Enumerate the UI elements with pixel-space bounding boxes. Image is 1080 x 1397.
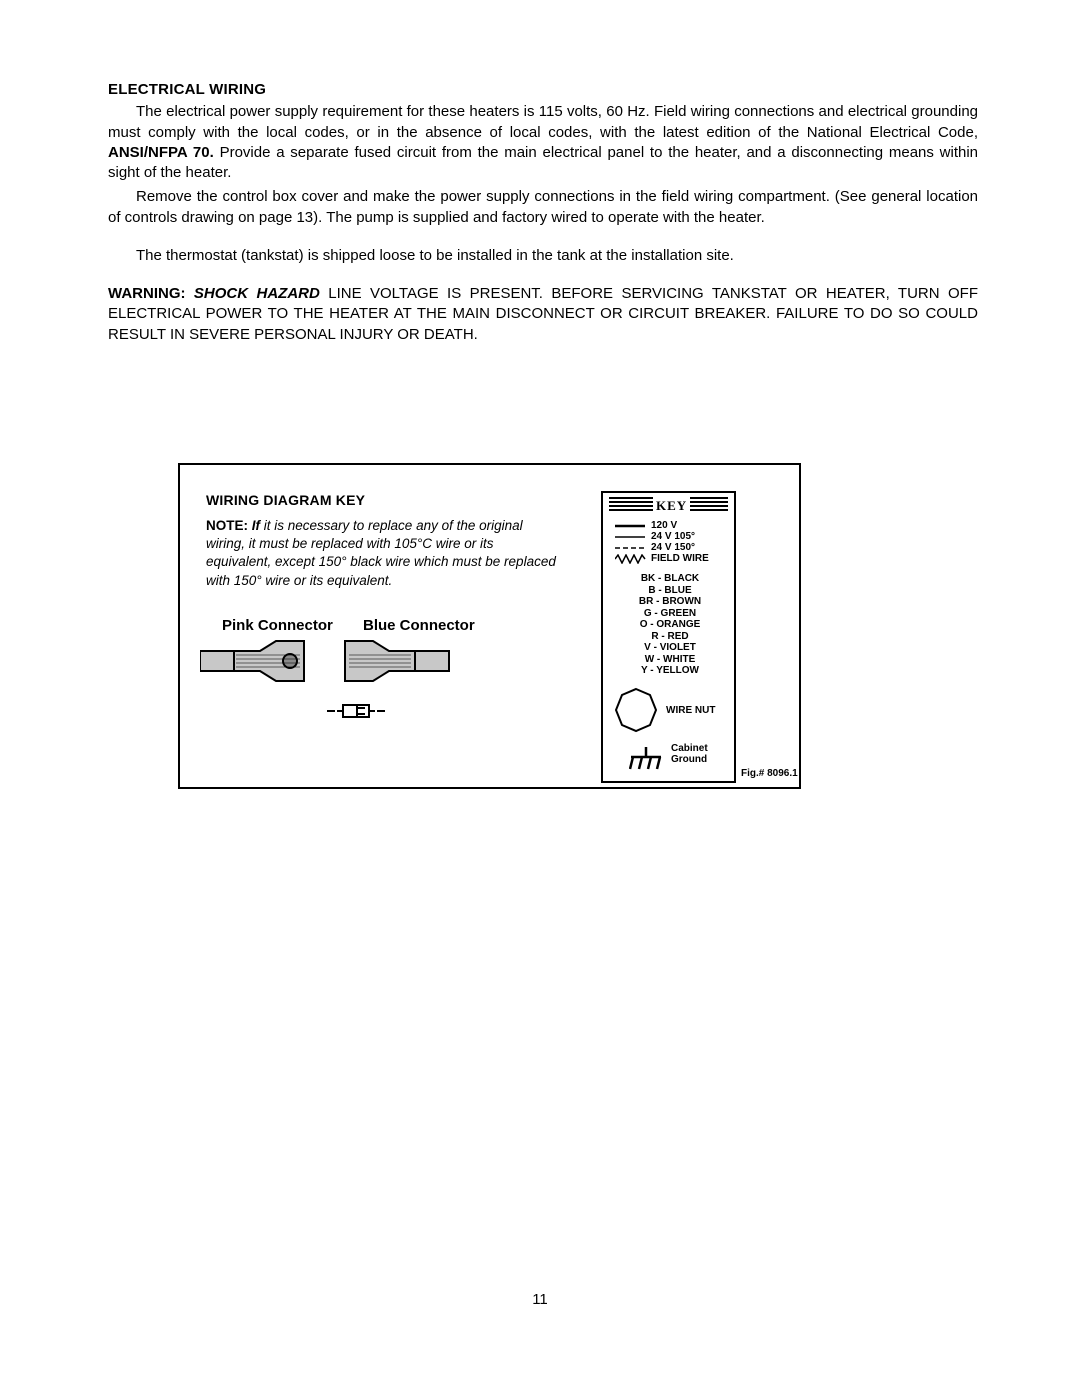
body-text: ELECTRICAL WIRING The electrical power s…: [108, 80, 978, 349]
note-if: If: [252, 518, 264, 533]
figure-number: Fig.# 8096.1: [741, 767, 798, 781]
color-o: O - ORANGE: [631, 619, 709, 631]
wire-nut-icon: [613, 687, 659, 733]
section-heading: ELECTRICAL WIRING: [108, 80, 978, 100]
key-legend-box: KEY 120 V 24 V 105° 24 V 150°: [601, 491, 736, 783]
color-v: V - VIOLET: [631, 642, 709, 654]
p1-a: The electrical power supply requirement …: [108, 103, 978, 140]
connectors-icon: [200, 637, 490, 685]
warning: WARNING: SHOCK HAZARD LINE VOLTAGE IS PR…: [108, 284, 978, 345]
page: ELECTRICAL WIRING The electrical power s…: [0, 0, 1080, 1397]
p1-code: ANSI/NFPA 70.: [108, 144, 214, 161]
diagram-title: WIRING DIAGRAM KEY: [206, 491, 365, 510]
color-r: R - RED: [631, 631, 709, 643]
wire-nut-label: WIRE NUT: [666, 704, 715, 718]
blue-connector-label: Blue Connector: [363, 616, 475, 636]
ground-label: Cabinet Ground: [671, 743, 708, 765]
color-br: BR - BROWN: [631, 596, 709, 608]
legend-24v-150: 24 V 150°: [615, 542, 709, 553]
p1-c: Provide a separate fused circuit from th…: [108, 144, 978, 181]
paragraph-1: The electrical power supply requirement …: [108, 102, 978, 183]
legend-24v-105: 24 V 105°: [615, 531, 709, 542]
key-header: KEY: [609, 497, 728, 513]
color-code-list: BK - BLACK B - BLUE BR - BROWN G - GREEN…: [631, 573, 709, 677]
warning-prefix: WARNING:: [108, 285, 194, 302]
color-g: G - GREEN: [631, 608, 709, 620]
pink-connector-label: Pink Connector: [222, 616, 333, 636]
color-w: W - WHITE: [631, 654, 709, 666]
legend-120v: 120 V: [615, 520, 709, 531]
plug-icon: [327, 701, 387, 721]
warning-italic: SHOCK HAZARD: [194, 285, 328, 302]
paragraph-2: Remove the control box cover and make th…: [108, 187, 978, 228]
note-prefix: NOTE:: [206, 518, 252, 533]
key-header-text: KEY: [653, 497, 690, 515]
legend-field-wire: FIELD WIRE: [615, 553, 709, 564]
voltage-legend: 120 V 24 V 105° 24 V 150° FIELD WIRE: [615, 520, 709, 564]
diagram-note: NOTE: If it is necessary to replace any …: [206, 517, 558, 590]
wiring-diagram-box: WIRING DIAGRAM KEY NOTE: If it is necess…: [178, 463, 801, 789]
color-bk: BK - BLACK: [631, 573, 709, 585]
color-b: B - BLUE: [631, 585, 709, 597]
color-y: Y - YELLOW: [631, 665, 709, 677]
paragraph-3: The thermostat (tankstat) is shipped loo…: [108, 246, 978, 266]
ground-icon: [629, 747, 663, 775]
page-number: 11: [0, 1290, 1080, 1310]
